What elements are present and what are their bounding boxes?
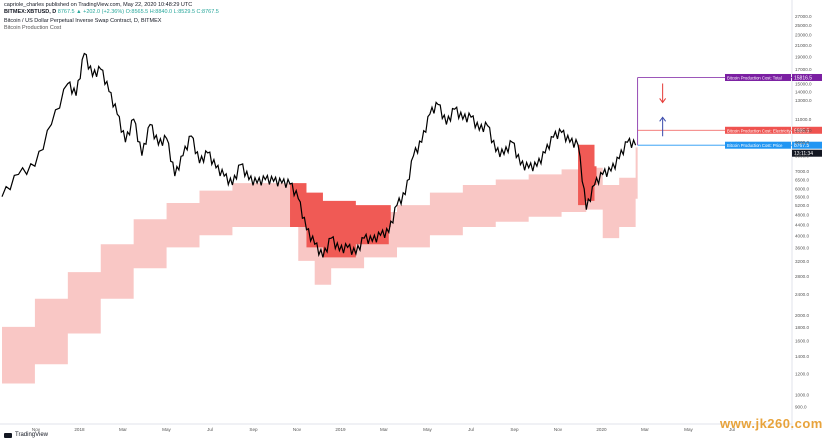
production-cost-band [2,147,638,384]
tradingview-icon [4,432,12,438]
indicator-name[interactable]: Bitcoin Production Cost [4,25,62,31]
electricity-cost-label-text: Bitcoin Production Cost: Electricity [727,128,792,133]
electricity-cost-label-value: 9985.5 [794,128,810,134]
y-tick-label: 25000.0 [795,23,812,28]
x-tick-label: Mar [641,427,649,432]
y-tick-label: 15000.0 [795,82,812,87]
total-cost-label-text: Bitcoin Production Cost: Total [727,75,782,80]
arrow-up-head-icon [659,116,667,122]
y-tick-label: 1800.0 [795,325,809,330]
x-tick-label: Nov [554,427,563,432]
price-label-text: Bitcoin Production Cost: Price [727,143,783,148]
y-tick-label: 17000.0 [795,67,812,72]
symbol[interactable]: BITMEX:XBTUSD, D [4,9,57,15]
y-tick-label: 14000.0 [795,89,812,94]
y-tick-label: 4000.0 [795,233,809,238]
y-tick-label: 3200.0 [795,259,809,264]
y-tick-label: 13000.0 [795,98,812,103]
price-line[interactable] [1,52,637,258]
watermark: www.jk260.com [720,416,823,431]
y-tick-label: 5200.0 [795,203,809,208]
quote: 8767.5 ▲ +202.0 (+2.36%) O:8565.5 H:8840… [57,9,219,15]
y-tick-label: 10000.0 [795,128,812,133]
y-tick-label: 21000.0 [795,43,812,48]
y-tick-label: 11000.0 [795,117,812,122]
x-tick-label: Mar [380,427,388,432]
chart-title: Bitcoin / US Dollar Perpetual Inverse Sw… [4,18,162,24]
x-tick-label: 2020 [596,427,607,432]
y-tick-label: 3600.0 [795,245,809,250]
x-tick-label: Jul [468,427,474,432]
y-tick-label: 5600.0 [795,195,809,200]
y-tick-label: 1000.0 [795,392,809,397]
x-tick-label: Sep [249,427,258,432]
y-tick-label: 23000.0 [795,33,812,38]
x-tick-label: Jul [207,427,213,432]
y-tick-label: 2400.0 [795,292,809,297]
y-tick-label: 1400.0 [795,354,809,359]
price-label-value: 8767.5 [794,143,810,149]
countdown-bg [792,149,822,157]
y-tick-label: 4400.0 [795,222,809,227]
x-tick-label: Sep [510,427,519,432]
x-tick-label: Nov [293,427,302,432]
x-tick-label: Mar [119,427,127,432]
x-tick-label: Jul [729,427,735,432]
y-tick-label: 4800.0 [795,212,809,217]
x-tick-label: May [684,427,693,432]
production-cost-band-dark-2 [578,144,597,206]
price-label-value-bg [792,141,822,149]
tradingview-logo[interactable]: TradingView [4,432,48,438]
total-cost-label-bg [725,73,791,81]
y-tick-label: 9000.0 [795,140,809,145]
y-tick-label: 19000.0 [795,54,812,59]
y-tick-label: 1200.0 [795,371,809,376]
arrow-down-head-icon [659,98,667,104]
x-tick-label: Nov [32,427,41,432]
y-tick-label: 6000.0 [795,187,809,192]
x-tick-label: 2018 [74,427,85,432]
y-tick-label: 900.0 [795,404,807,409]
symbol-line: BITMEX:XBTUSD, D 8767.5 ▲ +202.0 (+2.36%… [4,9,219,16]
countdown-value: 13:11:34 [794,151,813,157]
electricity-cost-label-bg [725,126,791,134]
brand-label: TradingView [15,432,49,438]
y-tick-label: 1600.0 [795,338,809,343]
production-cost-band-dark [290,183,391,258]
total-cost-label-value-bg [792,73,822,81]
x-tick-label: 2019 [335,427,346,432]
publisher-line: capriole_charles published on TradingVie… [4,2,193,8]
price-label-bg [725,141,791,149]
y-tick-label: 2000.0 [795,313,809,318]
x-tick-label: May [162,427,171,432]
y-tick-label: 2800.0 [795,274,809,279]
y-tick-label: 7000.0 [795,169,809,174]
y-tick-label: 27000.0 [795,14,812,19]
y-tick-label: 6500.0 [795,178,809,183]
x-tick-label: May [423,427,432,432]
electricity-cost-label-value-bg [792,126,822,134]
total-cost-label-value: 15816.5 [794,75,812,81]
y-tick-label: 8000.0 [795,154,809,159]
